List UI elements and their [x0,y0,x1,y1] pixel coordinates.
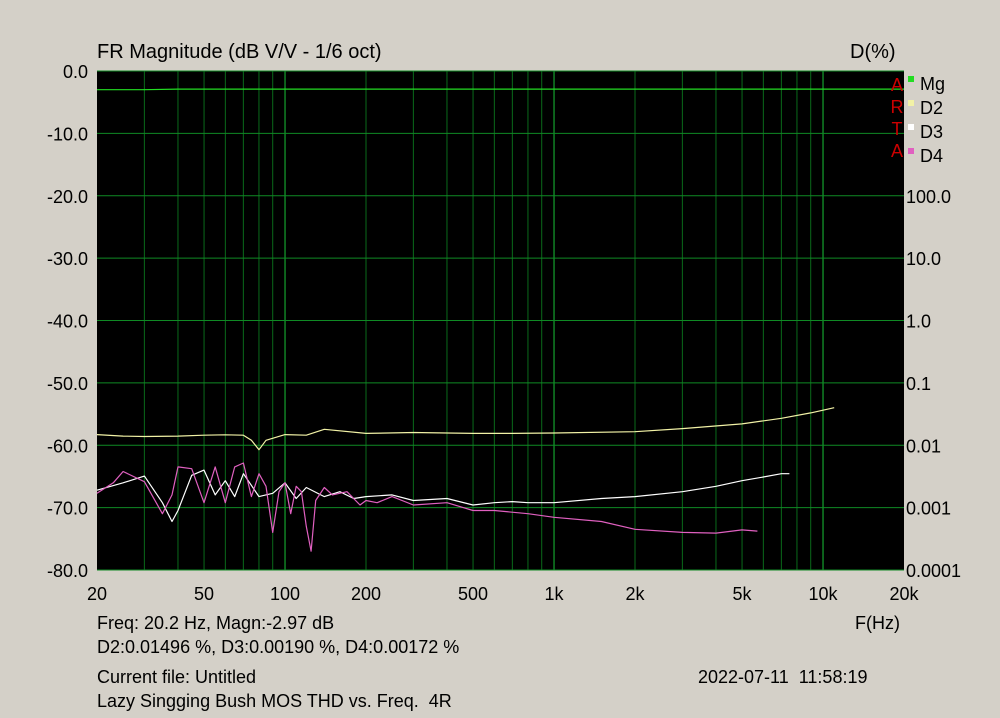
x-tick-label: 2k [625,584,645,604]
legend-label-d4: D4 [920,146,943,166]
y-tick-label-left: -50.0 [47,374,88,394]
chart-title: FR Magnitude (dB V/V - 1/6 oct) [97,41,382,63]
current-file: Current file: Untitled [97,667,257,687]
axis-labels: 20 50 100 200 500 1k 2k 5k 10k 20k 0.0 -10.0 -20.0 -3… [47,62,961,604]
y-tick-label-right: 0.001 [906,499,951,519]
y-tick-label-right: 10.0 [906,249,941,269]
x-tick-label: 100 [270,584,300,604]
y-tick-label-left: -30.0 [47,249,88,269]
x-tick-label: 20 [87,584,107,604]
y-tick-label-right: 1.0 [906,312,931,332]
y-tick-label-left: -80.0 [47,561,88,581]
x-tick-label: 50 [194,584,214,604]
right-axis-title: D(%) [850,41,896,63]
y-tick-label-right: 0.1 [906,374,931,394]
legend-label-mg: Mg [920,74,945,94]
brand-letter: A [891,141,903,161]
brand-letter: R [891,97,904,117]
y-tick-label-left: -40.0 [47,312,88,332]
brand-letter: A [891,75,903,95]
x-tick-label: 200 [351,584,381,604]
legend-swatch-d2 [908,100,914,106]
readout-line-1: Freq: 20.2 Hz, Magn:-2.97 dB [97,613,335,633]
legend-swatch-d3 [908,124,914,130]
description: Lazy Singging Bush MOS THD vs. Freq. 4R [97,691,452,711]
series-line-d3 [96,469,790,523]
y-tick-label-left: -70.0 [47,499,88,519]
legend: Mg D2 D3 D4 [908,74,945,166]
x-axis-label: F(Hz) [855,613,900,633]
legend-label-d2: D2 [920,98,943,118]
x-tick-label: 20k [889,584,919,604]
legend-label-d3: D3 [920,122,943,142]
y-tick-label-left: -20.0 [47,187,88,207]
x-tick-label: 500 [458,584,488,604]
legend-swatch-mg [908,76,914,82]
y-tick-label-right: 100.0 [906,187,951,207]
series-line-d4 [96,462,758,552]
y-tick-label-right: 0.0001 [906,561,961,581]
brand-letter: T [892,119,903,139]
y-tick-label-left: -10.0 [47,124,88,144]
y-tick-label-left: 0.0 [63,62,88,82]
legend-swatch-d4 [908,148,914,154]
y-tick-label-left: -60.0 [47,436,88,456]
x-tick-label: 1k [545,584,565,604]
readout-line-2: D2:0.01496 %, D3:0.00190 %, D4:0.00172 % [97,637,460,657]
series-line-d2 [96,407,835,451]
x-tick-label: 10k [809,584,839,604]
series-line-mg [97,88,904,91]
x-tick-label: 5k [733,584,753,604]
y-tick-label-right: 0.01 [906,436,941,456]
series-layer [96,88,904,552]
datetime: 2022-07-11 11:58:19 [698,667,868,687]
